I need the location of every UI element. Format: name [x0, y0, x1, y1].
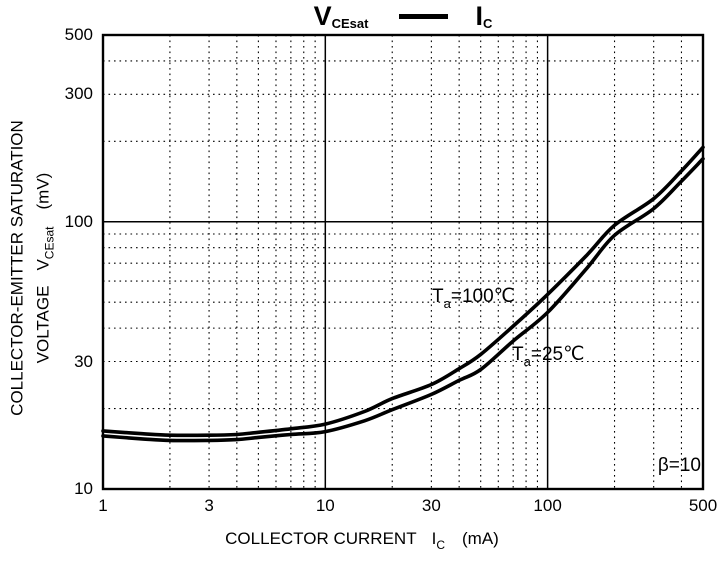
y-tick-label: 300: [64, 84, 93, 104]
y-tick-label: 10: [74, 479, 93, 498]
annotation-text: =25℃: [530, 344, 585, 365]
annotation-symbol: T: [512, 344, 524, 365]
annotation-text: =100℃: [450, 286, 515, 307]
curve-ta100: [101, 145, 705, 438]
curve-line-sample-icon: [399, 14, 449, 19]
x-axis-symbol: I: [431, 529, 437, 548]
x-axis-title: COLLECTOR CURRENT IC (mA): [0, 529, 724, 552]
annotation-subscript: a: [443, 296, 451, 311]
annotation-subscript: a: [523, 354, 531, 369]
annotation-beta: β=10: [658, 455, 701, 477]
plot-border: [101, 33, 705, 491]
title-v-symbol: V: [313, 1, 332, 31]
y-tick-label: 500: [64, 25, 93, 44]
chart-title: V CEsat I C: [103, 1, 703, 33]
x-axis-word: COLLECTOR CURRENT: [225, 529, 417, 548]
x-tick-label: 100: [533, 496, 562, 515]
x-tick-label: 3: [204, 496, 214, 515]
curve-ta25: [101, 157, 705, 443]
x-axis-unit: (mA): [462, 529, 499, 548]
x-axis-symbol-subscript: C: [436, 538, 445, 552]
y-tick-label: 100: [64, 211, 93, 231]
y-tick-label: 30: [74, 351, 93, 371]
title-v-subscript: CEsat: [331, 16, 369, 31]
annotation-ta100: Ta=100℃: [432, 285, 515, 311]
annotation-text: β=10: [657, 455, 701, 476]
annotation-ta25: Ta=25℃: [512, 343, 585, 369]
x-tick-label: 1: [98, 496, 108, 515]
title-i-subscript: C: [483, 16, 493, 31]
annotation-symbol: T: [432, 286, 444, 307]
title-i-symbol: I: [475, 1, 483, 31]
x-tick-label: 500: [688, 496, 718, 515]
x-tick-label: 10: [315, 496, 335, 515]
x-tick-label: 30: [421, 496, 441, 515]
